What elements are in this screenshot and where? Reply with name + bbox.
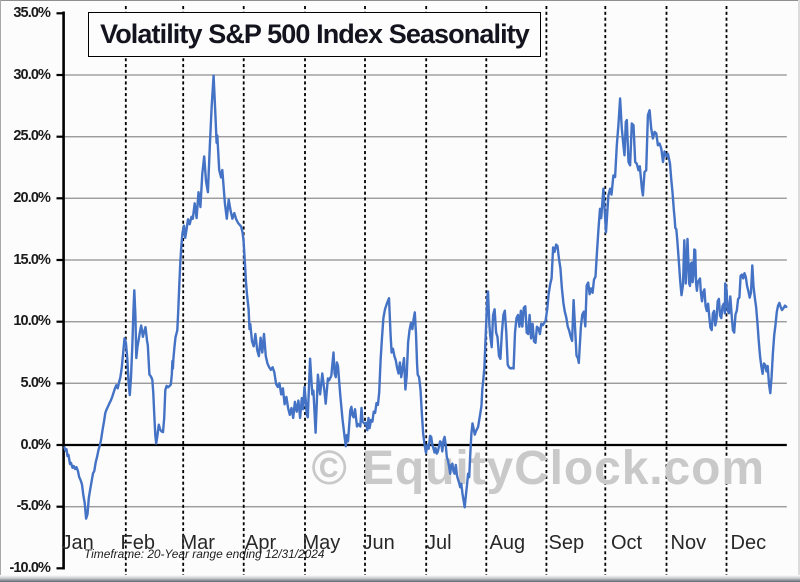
svg-text:© EquityClock.com: © EquityClock.com	[312, 442, 765, 495]
